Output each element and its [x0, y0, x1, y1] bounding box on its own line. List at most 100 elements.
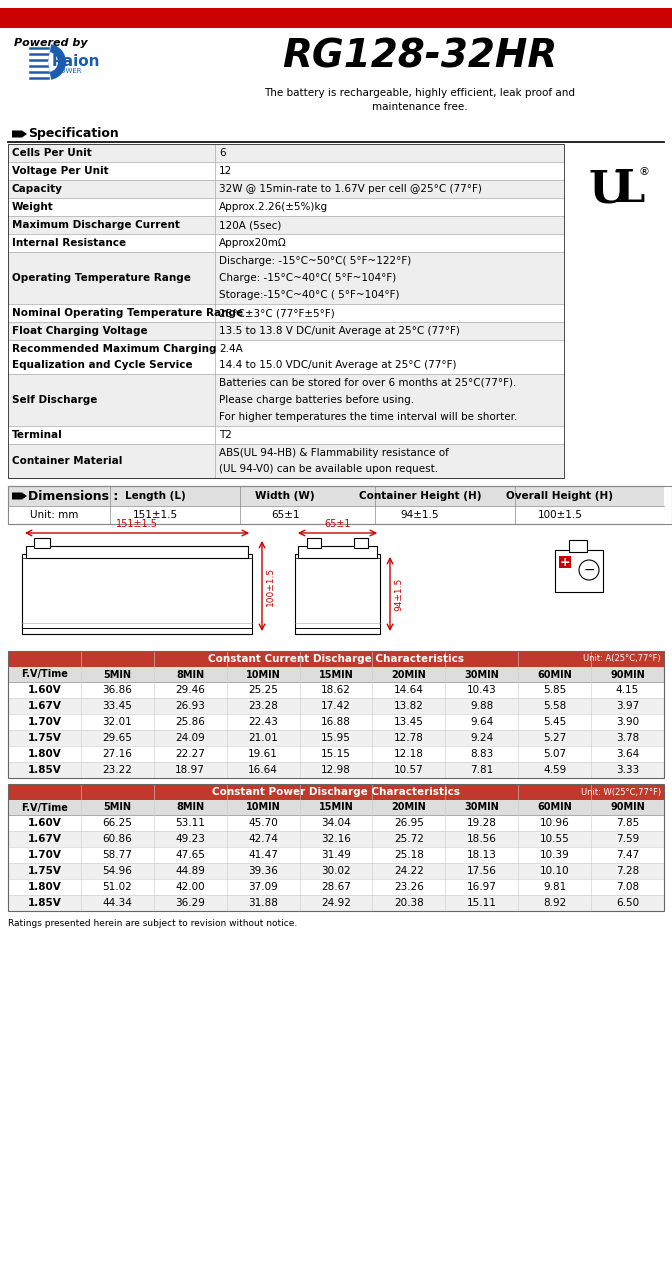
Text: 18.13: 18.13 — [467, 850, 497, 860]
Text: 13.5 to 13.8 V DC/unit Average at 25°C (77°F): 13.5 to 13.8 V DC/unit Average at 25°C (… — [219, 326, 460, 335]
Bar — [8, 895, 664, 911]
Bar — [8, 234, 564, 252]
Text: 39.36: 39.36 — [248, 867, 278, 876]
Text: 22.43: 22.43 — [248, 717, 278, 727]
Text: 5.45: 5.45 — [543, 717, 566, 727]
Text: 94±1.5: 94±1.5 — [394, 577, 403, 611]
Text: 3.78: 3.78 — [616, 733, 639, 742]
Text: 3.90: 3.90 — [616, 717, 639, 727]
Text: 31.49: 31.49 — [321, 850, 351, 860]
Bar — [8, 143, 564, 477]
Bar — [8, 198, 564, 216]
Text: 1.75V: 1.75V — [28, 867, 61, 876]
Text: (UL 94-V0) can be available upon request.: (UL 94-V0) can be available upon request… — [219, 465, 438, 475]
Text: 53.11: 53.11 — [175, 818, 205, 828]
Bar — [0, 8, 672, 28]
Text: 14.4 to 15.0 VDC/unit Average at 25°C (77°F): 14.4 to 15.0 VDC/unit Average at 25°C (7… — [219, 361, 456, 370]
Text: 10.57: 10.57 — [394, 765, 424, 774]
Text: Powered by: Powered by — [14, 38, 87, 47]
Text: T2: T2 — [219, 430, 232, 440]
Text: 7.59: 7.59 — [616, 835, 639, 844]
Bar — [8, 323, 564, 340]
Text: RG128-32HR: RG128-32HR — [282, 38, 558, 76]
Text: 26.95: 26.95 — [394, 818, 424, 828]
Text: 15MIN: 15MIN — [319, 669, 353, 680]
Text: 16.64: 16.64 — [248, 765, 278, 774]
Text: POWER: POWER — [56, 68, 81, 74]
Text: 23.26: 23.26 — [394, 882, 424, 892]
Text: 45.70: 45.70 — [248, 818, 278, 828]
Text: 10.55: 10.55 — [540, 835, 570, 844]
Text: Approx.2.26(±5%)kg: Approx.2.26(±5%)kg — [219, 202, 328, 212]
Text: Constant Current Discharge Characteristics: Constant Current Discharge Characteristi… — [208, 654, 464, 664]
Bar — [8, 506, 664, 524]
Bar — [8, 374, 564, 426]
Text: 25.86: 25.86 — [175, 717, 205, 727]
Bar — [559, 556, 571, 568]
Text: Constant Power Discharge Characteristics: Constant Power Discharge Characteristics — [212, 787, 460, 797]
Text: 42.74: 42.74 — [248, 835, 278, 844]
Bar — [8, 714, 664, 730]
Wedge shape — [48, 45, 66, 79]
Text: 27.16: 27.16 — [102, 749, 132, 759]
Text: 18.56: 18.56 — [467, 835, 497, 844]
Text: 1.60V: 1.60V — [28, 685, 61, 695]
Text: 90MIN: 90MIN — [610, 803, 645, 813]
Text: 30MIN: 30MIN — [464, 803, 499, 813]
Bar — [8, 783, 664, 800]
Text: 18.97: 18.97 — [175, 765, 205, 774]
Bar — [8, 216, 564, 234]
Bar — [8, 444, 564, 477]
Text: 5.27: 5.27 — [543, 733, 566, 742]
Bar — [22, 554, 252, 634]
Text: 4.59: 4.59 — [543, 765, 566, 774]
Text: Overall Height (H): Overall Height (H) — [507, 492, 614, 500]
Text: 37.09: 37.09 — [248, 882, 278, 892]
Text: 7.81: 7.81 — [470, 765, 493, 774]
Text: 29.65: 29.65 — [102, 733, 132, 742]
Text: 9.24: 9.24 — [470, 733, 493, 742]
Text: Specification: Specification — [28, 128, 119, 141]
Text: 10.96: 10.96 — [540, 818, 570, 828]
Text: Capacity: Capacity — [12, 184, 63, 195]
Text: 32W @ 15min-rate to 1.67V per cell @25°C (77°F): 32W @ 15min-rate to 1.67V per cell @25°C… — [219, 184, 482, 195]
Text: 30MIN: 30MIN — [464, 669, 499, 680]
Bar — [8, 652, 664, 778]
Text: ABS(UL 94-HB) & Flammability resistance of: ABS(UL 94-HB) & Flammability resistance … — [219, 448, 449, 457]
Wedge shape — [48, 52, 58, 72]
Text: Ratings presented herein are subject to revision without notice.: Ratings presented herein are subject to … — [8, 919, 297, 928]
Text: 8.83: 8.83 — [470, 749, 493, 759]
Text: 8MIN: 8MIN — [176, 669, 204, 680]
Text: Please charge batteries before using.: Please charge batteries before using. — [219, 396, 414, 404]
Text: 26.93: 26.93 — [175, 701, 205, 710]
Text: 25.25: 25.25 — [248, 685, 278, 695]
Text: 25°C±3°C (77°F±5°F): 25°C±3°C (77°F±5°F) — [219, 308, 335, 317]
Text: 65±1: 65±1 — [271, 509, 299, 520]
Text: Storage:-15°C~40°C ( 5°F~104°F): Storage:-15°C~40°C ( 5°F~104°F) — [219, 291, 399, 301]
Bar — [8, 815, 664, 831]
Text: 5.85: 5.85 — [543, 685, 566, 695]
Text: Width (W): Width (W) — [255, 492, 314, 500]
Text: Nominal Operating Temperature Range: Nominal Operating Temperature Range — [12, 308, 243, 317]
Text: 3.64: 3.64 — [616, 749, 639, 759]
Bar — [298, 547, 377, 558]
Text: 1.75V: 1.75V — [28, 733, 61, 742]
Bar — [8, 180, 564, 198]
Text: 32.16: 32.16 — [321, 835, 351, 844]
Text: 5.07: 5.07 — [543, 749, 566, 759]
Text: 22.27: 22.27 — [175, 749, 205, 759]
Text: 3.97: 3.97 — [616, 701, 639, 710]
Text: 12.98: 12.98 — [321, 765, 351, 774]
Text: 24.09: 24.09 — [175, 733, 205, 742]
Text: 7.47: 7.47 — [616, 850, 639, 860]
Bar — [8, 143, 564, 163]
Bar — [8, 783, 664, 911]
FancyArrow shape — [12, 493, 27, 499]
Text: 100±1.5: 100±1.5 — [538, 509, 583, 520]
Text: 1.60V: 1.60V — [28, 818, 61, 828]
Text: 21.01: 21.01 — [248, 733, 278, 742]
Text: 7.85: 7.85 — [616, 818, 639, 828]
Text: 23.22: 23.22 — [102, 765, 132, 774]
Text: 36.29: 36.29 — [175, 899, 205, 908]
Bar — [307, 538, 321, 548]
